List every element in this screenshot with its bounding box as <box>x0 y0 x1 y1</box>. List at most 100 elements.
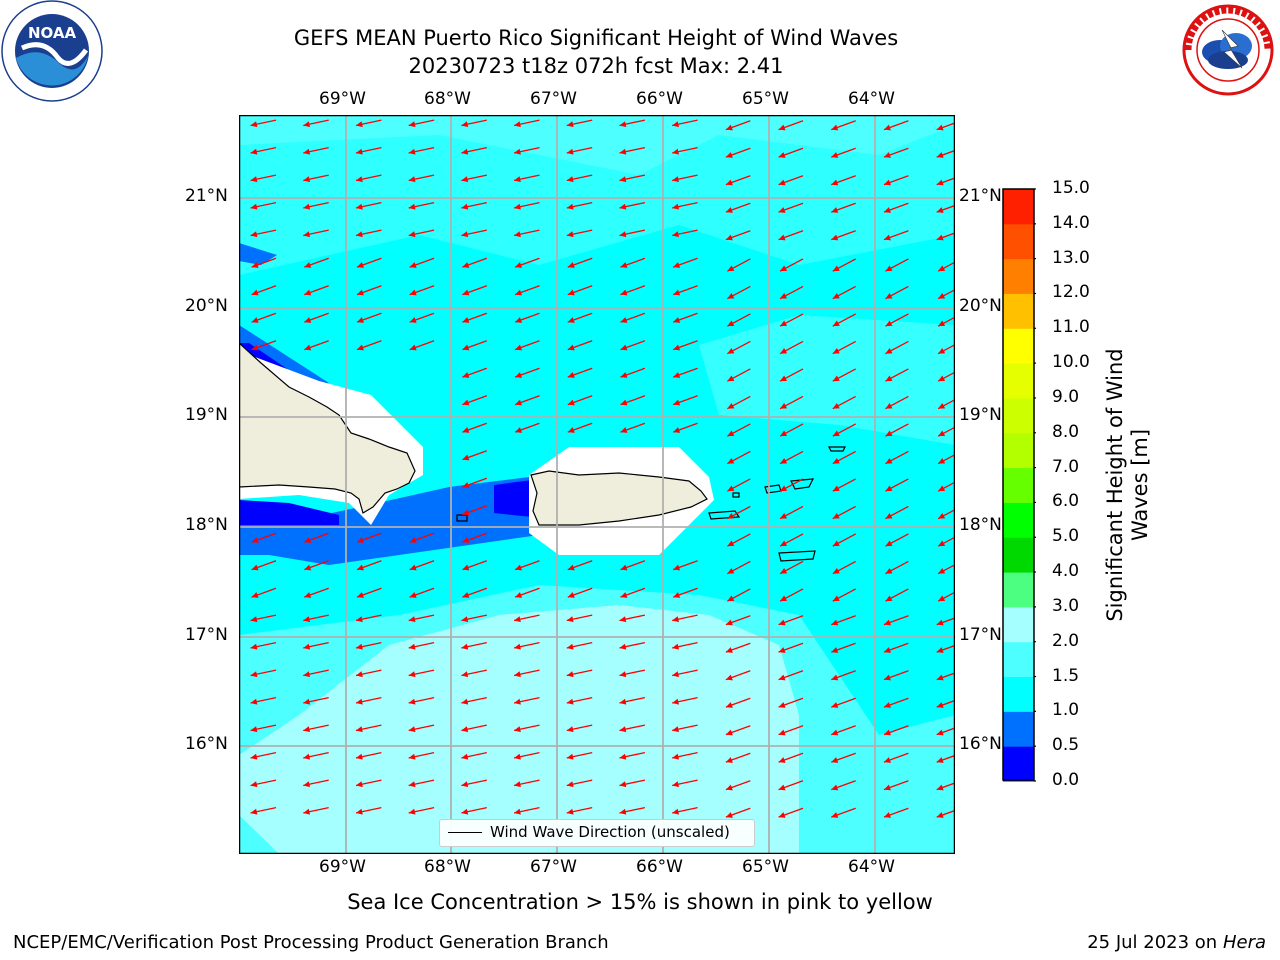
lon-label-top: 68°W <box>424 89 471 109</box>
wave-direction-arrow <box>937 591 955 602</box>
wave-direction-arrow <box>937 371 955 382</box>
wave-direction-arrow <box>727 533 751 547</box>
wave-direction-arrow <box>672 146 698 155</box>
wave-direction-arrow <box>513 806 540 815</box>
wave-direction-arrow <box>513 751 540 760</box>
colorbar-segment <box>1003 432 1034 469</box>
wave-direction-arrow <box>566 724 593 733</box>
wave-direction-arrow <box>514 395 540 406</box>
wave-direction-arrow <box>567 560 593 571</box>
wave-direction-arrow <box>461 724 487 733</box>
colorbar-tick-label: 13.0 <box>1052 247 1090 268</box>
wave-direction-arrow <box>937 508 955 520</box>
wave-direction-arrow <box>831 725 856 736</box>
wave-direction-arrow <box>408 229 435 238</box>
wave-direction-arrow <box>727 423 751 437</box>
wave-direction-arrow <box>832 258 857 272</box>
wave-direction-arrow <box>727 340 751 355</box>
colorbar-tick-label: 6.0 <box>1052 491 1080 512</box>
wave-direction-arrow <box>566 174 593 183</box>
wave-direction-arrow <box>936 204 955 213</box>
wave-direction-arrow <box>831 120 856 131</box>
wave-direction-arrow <box>355 229 382 238</box>
wave-direction-arrow <box>779 588 804 602</box>
footer-date: 25 Jul 2023 on Hera <box>1087 932 1266 953</box>
wave-direction-arrow <box>250 146 277 155</box>
wave-direction-arrow <box>883 642 909 653</box>
wave-direction-arrow <box>567 587 593 598</box>
wave-direction-arrow <box>303 229 329 238</box>
wave-direction-arrow <box>513 724 540 733</box>
wave-direction-arrow <box>408 146 435 155</box>
colorbar-tick-label: 1.0 <box>1052 700 1080 721</box>
wave-direction-arrow <box>514 367 540 378</box>
wave-direction-arrow <box>936 782 955 791</box>
wave-direction-arrow <box>779 450 804 465</box>
wave-direction-arrow <box>251 560 277 571</box>
wave-direction-arrow <box>937 563 955 575</box>
wave-direction-arrow <box>304 285 329 296</box>
wave-direction-arrow <box>778 230 804 241</box>
wave-direction-arrow <box>727 258 751 272</box>
wave-direction-arrow <box>409 532 435 543</box>
colorbar-segment <box>1003 572 1034 608</box>
wave-direction-arrow <box>619 806 646 815</box>
wave-direction-arrow <box>936 232 955 241</box>
desecheo <box>732 492 740 498</box>
wave-direction-arrow <box>620 560 646 571</box>
wave-direction-arrow <box>409 587 435 598</box>
wave-direction-arrow <box>936 177 955 186</box>
colorbar-tick-label: 3.0 <box>1052 595 1080 616</box>
wave-direction-arrow <box>672 560 698 571</box>
wave-direction-arrow <box>778 615 804 626</box>
wave-direction-arrow <box>513 201 540 210</box>
wave-direction-arrow <box>566 229 593 238</box>
wave-direction-arrow <box>832 313 857 327</box>
wave-direction-arrow <box>936 122 955 131</box>
wave-direction-arrow <box>778 642 804 653</box>
wave-direction-arrow <box>831 230 856 241</box>
colorbar-segment <box>1003 641 1034 678</box>
wave-direction-arrow <box>725 202 751 213</box>
wave-direction-arrow <box>937 343 955 355</box>
wave-direction-arrow <box>620 285 646 296</box>
wave-direction-arrow <box>513 641 540 650</box>
wave-direction-arrow <box>883 230 909 241</box>
wave-direction-arrow <box>619 696 646 705</box>
colorbar-tick-label: 0.0 <box>1052 770 1080 790</box>
lon-label-bottom: 69°W <box>319 857 366 877</box>
wave-direction-arrow <box>937 453 955 465</box>
wave-direction-arrow <box>251 587 277 598</box>
wave-direction-arrow <box>885 450 909 465</box>
wave-direction-arrow <box>832 340 857 355</box>
wave-direction-arrow <box>832 368 857 382</box>
wave-direction-arrow <box>672 201 698 210</box>
colorbar-segment <box>1003 397 1034 434</box>
wave-direction-arrow <box>566 696 593 705</box>
colorbar-segment <box>1003 502 1034 538</box>
wave-direction-arrow <box>672 312 698 323</box>
colorbar-tick-label: 2.0 <box>1052 630 1080 651</box>
wave-direction-arrow <box>514 587 540 598</box>
wave-direction-arrow <box>566 641 593 650</box>
wave-direction-arrow <box>832 395 857 410</box>
wave-direction-arrow <box>514 340 540 351</box>
wave-direction-arrow <box>462 532 488 543</box>
footer-date-text: 25 Jul 2023 on <box>1087 932 1218 953</box>
wave-direction-arrow <box>725 175 751 186</box>
wave-direction-arrow <box>409 257 435 268</box>
wave-direction-arrow <box>725 670 751 681</box>
wave-direction-arrow <box>303 174 329 183</box>
wave-direction-arrow <box>566 779 593 788</box>
wave-direction-arrow <box>779 368 804 382</box>
wave-direction-arrow <box>251 257 277 268</box>
legend-label: Wind Wave Direction (unscaled) <box>490 823 730 841</box>
wave-direction-arrow <box>725 780 751 791</box>
wave-direction-arrow <box>303 119 329 128</box>
wave-direction-arrow <box>356 560 382 571</box>
wave-direction-arrow <box>885 285 909 300</box>
wave-direction-arrow <box>936 672 955 681</box>
wave-direction-arrow <box>355 174 382 183</box>
wave-direction-arrow <box>779 313 804 327</box>
wave-direction-arrow <box>513 614 540 623</box>
